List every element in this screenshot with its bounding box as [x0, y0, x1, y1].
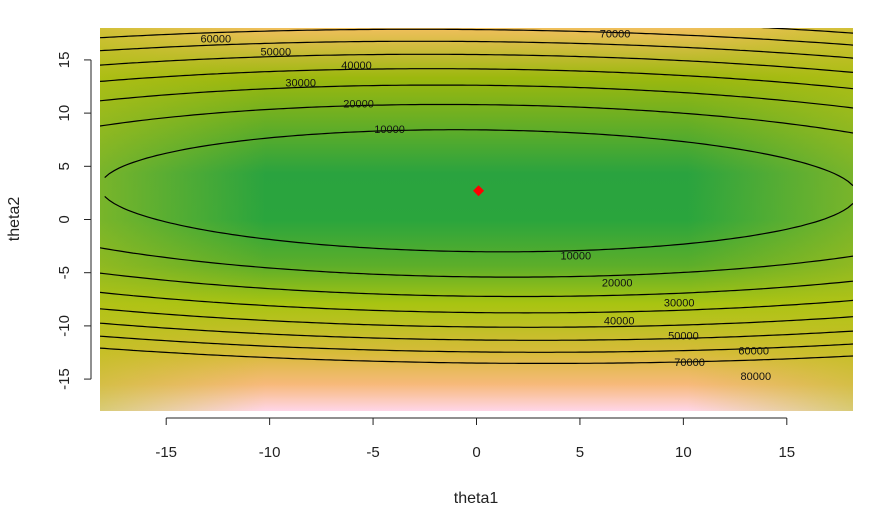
x-axis-title: theta1 [454, 490, 499, 507]
contour-label: 50000 [261, 46, 292, 58]
y-tick-label: -5 [56, 266, 73, 279]
plot-area: 10000 20000 30000 40000 50000 60000 70000 10000… [100, 28, 853, 411]
x-tick-label: 0 [472, 444, 480, 461]
y-axis-title: theta2 [6, 197, 23, 242]
contour-label: 70000 [600, 28, 631, 40]
contour-label: 10000 [561, 251, 592, 263]
x-tick-label: 10 [675, 444, 692, 461]
contour-line-40000-upper [100, 68, 853, 90]
contour-label: 20000 [602, 277, 633, 289]
contour-line-10000-lower [104, 195, 853, 253]
y-tick-label: 10 [56, 105, 73, 122]
x-tick-label: 5 [576, 444, 584, 461]
contour-label: 60000 [201, 34, 232, 46]
contour-line-50000-lower [100, 308, 853, 328]
contour-label: 70000 [674, 357, 705, 369]
contour-label: 40000 [341, 60, 372, 72]
minimum-point-marker [473, 185, 485, 197]
y-tick-label: -10 [56, 315, 73, 337]
contour-line-20000-lower [100, 247, 853, 278]
contour-line-60000-lower [100, 322, 853, 341]
contour-line-60000-upper [100, 40, 853, 59]
contour-label: 40000 [604, 316, 635, 328]
x-tick-label: -15 [155, 444, 177, 461]
contour-label: 30000 [664, 298, 695, 310]
y-tick-label: -15 [56, 368, 73, 390]
y-tick-label: 0 [56, 215, 73, 223]
contour-line-70000-lower [100, 335, 853, 353]
x-tick-label: 15 [778, 444, 795, 461]
contour-label: 80000 [741, 371, 772, 383]
contour-line-70000-upper [100, 28, 853, 46]
contour-label: 20000 [343, 99, 374, 111]
contour-line-30000-upper [100, 84, 853, 109]
y-axis: -15 -10 -5 0 5 10 15 [56, 52, 92, 390]
y-tick-label: 15 [56, 52, 73, 69]
contour-label: 10000 [374, 124, 405, 136]
plot-side-shade [100, 28, 853, 411]
contour-line-30000-lower [100, 272, 853, 298]
contour-line-10000-upper [104, 129, 853, 187]
contour-line-80000-lower [100, 347, 853, 364]
contour-label: 60000 [738, 345, 769, 357]
x-axis: -15 -10 -5 0 5 10 15 [155, 417, 795, 461]
x-tick-label: -10 [259, 444, 281, 461]
y-tick-label: 5 [56, 162, 73, 170]
contour-line-50000-upper [100, 53, 853, 73]
contour-line-40000-lower [100, 291, 853, 314]
contour-label: 30000 [285, 77, 316, 89]
contour-label: 50000 [668, 331, 699, 343]
x-tick-label: -5 [366, 444, 379, 461]
contour-line-20000-upper [100, 103, 853, 134]
